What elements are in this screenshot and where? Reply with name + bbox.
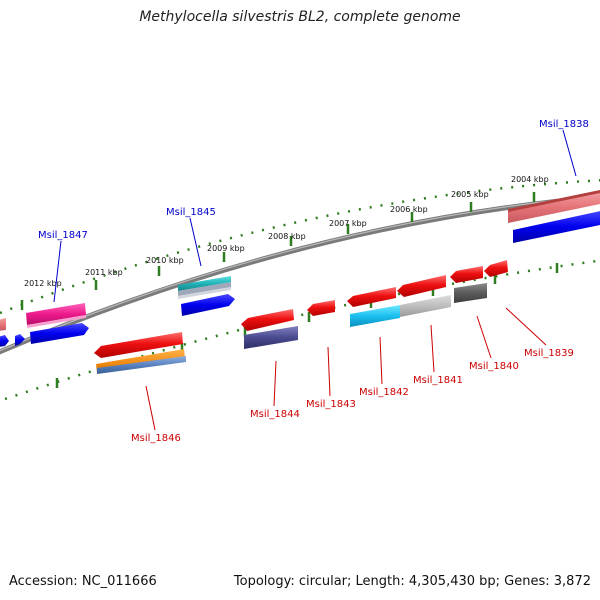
gene-feature[interactable] xyxy=(454,283,487,303)
gene-feature[interactable] xyxy=(241,309,294,331)
gene-feature[interactable] xyxy=(450,266,483,283)
gene-feature[interactable] xyxy=(400,295,451,317)
inner-tick-track xyxy=(5,260,600,399)
gene-label-msil-1843[interactable]: Msil_1843 xyxy=(306,399,356,410)
forward-leader-lines xyxy=(54,130,576,302)
gene-feature[interactable] xyxy=(397,275,446,297)
gene-feature[interactable] xyxy=(350,305,400,327)
genome-summary-text: Topology: circular; Length: 4,305,430 bp… xyxy=(234,574,591,589)
kbp-label: 2009 kbp xyxy=(207,244,245,253)
kbp-label: 2007 kbp xyxy=(329,219,367,228)
gene-feature[interactable] xyxy=(181,294,235,316)
kbp-label: 2006 kbp xyxy=(390,205,428,214)
kbp-label: 2008 kbp xyxy=(268,232,306,241)
gene-label-msil-1842[interactable]: Msil_1842 xyxy=(359,387,409,398)
gene-label-msil-1845[interactable]: Msil_1845 xyxy=(166,207,216,218)
kbp-label: 2010 kbp xyxy=(146,256,184,265)
gene-feature[interactable] xyxy=(0,318,6,331)
genome-map: 2012 kbp 2011 kbp 2010 kbp 2009 kbp 2008… xyxy=(0,0,600,600)
gene-feature[interactable] xyxy=(0,335,9,347)
gene-label-msil-1846[interactable]: Msil_1846 xyxy=(131,433,181,444)
gene-label-msil-1838[interactable]: Msil_1838 xyxy=(539,119,589,130)
gene-feature[interactable] xyxy=(484,260,508,277)
kbp-label: 2005 kbp xyxy=(451,190,489,199)
gene-label-msil-1839[interactable]: Msil_1839 xyxy=(524,348,574,359)
reverse-features xyxy=(94,260,508,374)
gene-label-msil-1840[interactable]: Msil_1840 xyxy=(469,361,519,372)
gene-label-msil-1841[interactable]: Msil_1841 xyxy=(413,375,463,386)
accession-text: Accession: NC_011666 xyxy=(9,574,157,589)
gene-label-msil-1844[interactable]: Msil_1844 xyxy=(250,409,300,420)
kbp-label: 2004 kbp xyxy=(511,175,549,184)
gene-feature[interactable] xyxy=(307,300,335,316)
gene-label-msil-1847[interactable]: Msil_1847 xyxy=(38,230,88,241)
kbp-label: 2011 kbp xyxy=(85,268,123,277)
